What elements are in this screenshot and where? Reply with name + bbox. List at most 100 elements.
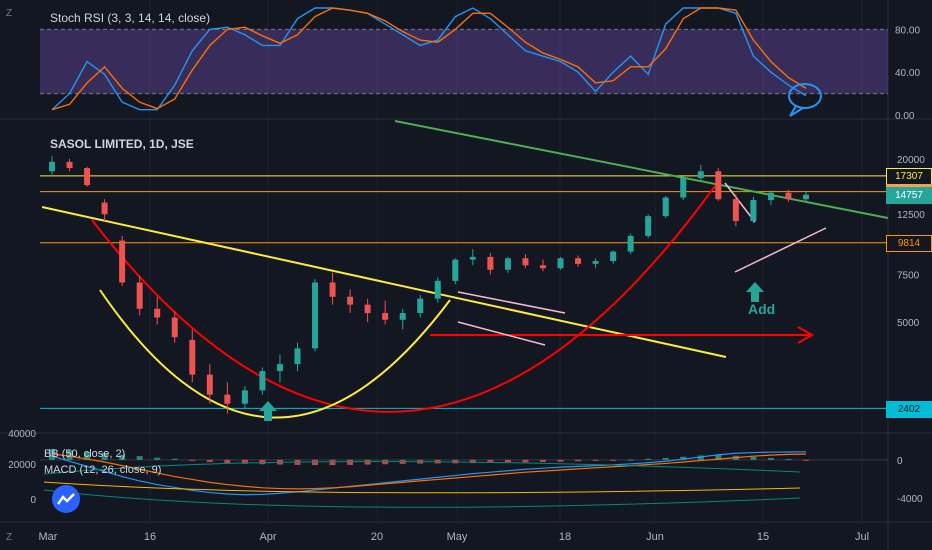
bb-indicator-title[interactable]: BB (50, close, 2) [44, 448, 126, 460]
stoch-d-line [51, 7, 807, 111]
candle-body [84, 168, 91, 186]
candle-body [434, 280, 441, 299]
candle-body [592, 261, 599, 264]
candle-body [417, 298, 424, 314]
bb-upper [43, 460, 801, 475]
candle-body [697, 171, 704, 179]
histogram-bar [592, 459, 599, 461]
histogram-bar [785, 458, 792, 460]
signal-line [51, 453, 807, 490]
macd-line [51, 451, 807, 496]
candle-body [803, 194, 809, 200]
candle-body [680, 178, 687, 198]
price-badge-17307: 17307 [886, 168, 932, 186]
candle-body [522, 258, 529, 266]
histogram-bar [224, 459, 231, 464]
candle-body [329, 282, 336, 297]
buy-arrow-icon [259, 401, 277, 421]
time-axis-label: May [447, 531, 468, 543]
indicator-left-tick: 20000 [8, 460, 36, 471]
indicator-right-tick: 0 [897, 456, 903, 467]
price-tick-label: 7500 [897, 270, 920, 281]
histogram-bar [662, 457, 669, 460]
stoch-rsi-title[interactable]: Stoch RSI (3, 3, 14, 14, close) [50, 11, 211, 25]
time-axis-label: Jul [855, 531, 869, 543]
stoch-tick-label: 0.00 [895, 111, 915, 122]
indicator-left-tick: 0 [30, 495, 36, 506]
candle-body [101, 202, 108, 215]
candle-body [767, 192, 774, 201]
histogram-bar [101, 453, 108, 460]
histogram-bar [610, 459, 617, 461]
histogram-bar [557, 459, 564, 462]
time-axis-label: 15 [757, 531, 769, 543]
candle-body [557, 258, 564, 269]
pane-zoom-icon: Z [6, 8, 12, 19]
histogram-bar [645, 458, 652, 460]
pennant-upper-line [724, 182, 756, 223]
candle-body [504, 258, 511, 270]
stoch-k-line [51, 7, 807, 111]
candle-body [645, 216, 652, 236]
candle-body [136, 282, 143, 309]
tradingview-logo-icon [52, 485, 80, 513]
add-annotation: Add [748, 301, 776, 317]
candle-body [276, 364, 283, 372]
candle-body [294, 348, 301, 365]
candle-body [399, 313, 406, 320]
histogram-bar [119, 454, 126, 460]
histogram-bar [171, 458, 178, 460]
candle-body [66, 161, 73, 169]
histogram-bar [66, 450, 73, 460]
stoch-band [40, 29, 888, 94]
candle-body [224, 394, 231, 404]
candle-body [732, 199, 739, 222]
candle-body [171, 317, 178, 338]
stoch-tick-label: 40.00 [895, 68, 920, 79]
histogram-bar [504, 459, 511, 463]
time-axis-label: 18 [559, 531, 571, 543]
candle-body [750, 200, 757, 222]
histogram-bar [627, 459, 634, 461]
price-badge-2402: 2402 [886, 400, 932, 418]
histogram-bar [206, 459, 213, 462]
macd-indicator-title[interactable]: MACD (12, 26, close, 9) [44, 464, 162, 476]
flag-top-line [457, 291, 566, 314]
symbol-title[interactable]: SASOL LIMITED, 1D, JSE [50, 137, 194, 151]
candle-body [487, 256, 494, 270]
price-badge-14757: 14757 [886, 187, 932, 205]
histogram-bar [575, 459, 582, 462]
price-tick-label: 12500 [897, 210, 925, 221]
bb-basis [43, 481, 801, 494]
time-zoom-icon: Z [6, 532, 12, 543]
indicator-right-tick: -4000 [897, 494, 923, 505]
histogram-bar [767, 458, 774, 460]
candle-body [469, 256, 476, 260]
histogram-bar [136, 456, 143, 460]
histogram-bar [487, 459, 494, 463]
histogram-bar [382, 459, 389, 465]
red-rounding-arc [91, 185, 716, 413]
price-tick-label: 20000 [897, 155, 925, 166]
price-tick-label: 5000 [897, 318, 920, 329]
candle-body [452, 259, 459, 281]
candle-body [347, 296, 354, 305]
candle-body [364, 304, 371, 314]
candle-body [610, 251, 617, 262]
bb-lower [43, 489, 801, 508]
histogram-bar [154, 457, 161, 460]
indicator-left-tick: 40000 [8, 429, 36, 440]
candle-body [259, 371, 266, 391]
candle-body [119, 240, 126, 283]
candle-body [785, 192, 792, 200]
yellow-cup-arc [99, 289, 451, 419]
time-axis-label: 16 [144, 531, 156, 543]
red-arrow-head [797, 326, 815, 344]
time-axis-label: 20 [371, 531, 383, 543]
histogram-bar [364, 459, 371, 465]
candle-body [154, 308, 161, 318]
histogram-bar [539, 459, 546, 462]
candle-body [206, 374, 213, 395]
price-badge-9814: 9814 [886, 235, 932, 253]
